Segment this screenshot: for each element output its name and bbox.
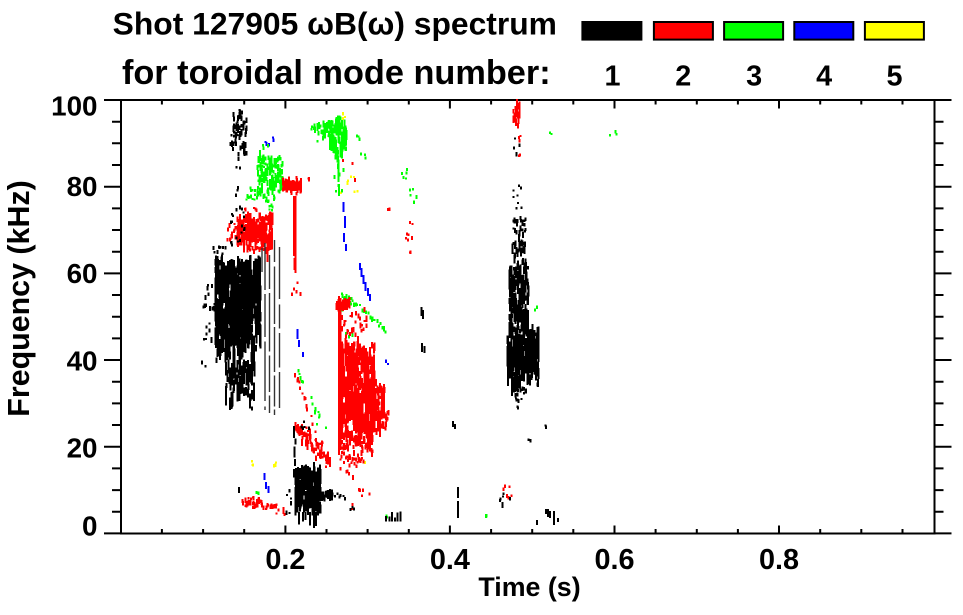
svg-text:60: 60 <box>67 258 98 289</box>
svg-text:20: 20 <box>67 432 98 463</box>
svg-text:Shot 127905 ωB(ω) spectrum: Shot 127905 ωB(ω) spectrum <box>113 6 557 42</box>
svg-text:0.2: 0.2 <box>265 544 305 576</box>
svg-text:0.6: 0.6 <box>594 544 634 576</box>
svg-text:0.4: 0.4 <box>430 544 470 576</box>
svg-text:0: 0 <box>82 510 97 541</box>
svg-text:80: 80 <box>67 171 98 202</box>
svg-text:1: 1 <box>604 61 620 93</box>
svg-text:3: 3 <box>746 61 762 93</box>
svg-text:for toroidal mode number:: for toroidal mode number: <box>122 54 551 92</box>
svg-text:4: 4 <box>816 61 832 93</box>
svg-text:Time (s): Time (s) <box>478 572 580 602</box>
svg-text:0.8: 0.8 <box>759 544 799 576</box>
svg-text:Frequency (kHz): Frequency (kHz) <box>2 180 36 416</box>
svg-text:40: 40 <box>67 346 98 377</box>
svg-text:5: 5 <box>886 61 902 93</box>
svg-text:100: 100 <box>51 90 97 121</box>
svg-text:2: 2 <box>675 61 691 93</box>
